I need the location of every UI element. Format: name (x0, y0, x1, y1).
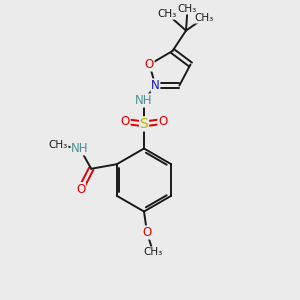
Text: O: O (158, 115, 167, 128)
Text: O: O (121, 115, 130, 128)
Text: NH: NH (71, 142, 88, 155)
Text: CH₃: CH₃ (158, 9, 177, 19)
Text: CH₃: CH₃ (143, 247, 163, 257)
Text: O: O (76, 183, 85, 196)
Text: O: O (142, 226, 152, 239)
Text: O: O (145, 58, 154, 71)
Text: S: S (140, 117, 148, 131)
Text: CH₃: CH₃ (49, 140, 68, 150)
Text: N: N (151, 79, 160, 92)
Text: NH: NH (135, 94, 153, 107)
Text: CH₃: CH₃ (178, 4, 197, 14)
Text: CH₃: CH₃ (194, 13, 214, 23)
